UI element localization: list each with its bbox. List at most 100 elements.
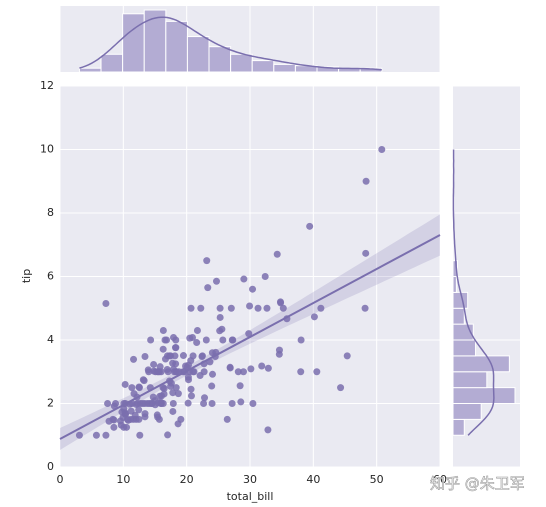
scatter-point	[204, 284, 212, 292]
scatter-point	[186, 334, 194, 342]
scatter-point	[196, 372, 204, 380]
scatter-point	[237, 398, 245, 406]
scatter-point	[297, 336, 305, 344]
histogram-bar	[452, 244, 455, 262]
scatter-point	[208, 400, 216, 407]
scatter-point	[216, 304, 224, 312]
scatter-point	[172, 344, 180, 352]
scatter-point	[172, 360, 180, 368]
scatter-point	[121, 380, 129, 388]
scatter-point	[264, 426, 272, 434]
y-tick-label: 8	[47, 206, 54, 219]
scatter-point	[104, 400, 112, 407]
scatter-point	[239, 368, 247, 376]
scatter-point	[159, 326, 167, 334]
histogram-bar	[230, 53, 253, 73]
scatter-point	[378, 146, 386, 153]
y-tick-label: 10	[40, 143, 54, 156]
histogram-bar	[251, 60, 275, 73]
scatter-point	[261, 273, 269, 280]
scatter-point	[174, 420, 182, 428]
histogram-bar	[452, 339, 477, 357]
scatter-point	[141, 413, 149, 421]
scatter-point	[92, 431, 100, 439]
scatter-point	[362, 177, 370, 185]
scatter-point	[216, 327, 224, 335]
histogram-bar	[78, 67, 102, 73]
watermark: 知乎 @朱卫军	[430, 475, 525, 493]
y-tick-label: 4	[47, 333, 54, 346]
scatter-point	[154, 368, 162, 376]
scatter-point	[134, 400, 142, 407]
scatter-point	[240, 275, 248, 283]
scatter-point	[102, 299, 110, 307]
histogram-bar	[143, 9, 167, 73]
scatter-point	[216, 313, 224, 321]
scatter-point	[155, 415, 163, 423]
scatter-point	[317, 304, 325, 312]
histogram-bar	[452, 418, 465, 436]
y-tick-label: 2	[47, 397, 54, 410]
scatter-point	[184, 399, 192, 407]
scatter-point	[148, 400, 156, 407]
scatter-point	[187, 392, 195, 400]
scatter-point	[343, 352, 351, 360]
scatter-point	[187, 304, 195, 312]
x-tick-label: 40	[306, 473, 320, 486]
scatter-point	[193, 339, 201, 347]
scatter-point	[150, 360, 158, 368]
scatter-point	[313, 368, 321, 376]
scatter-point	[249, 285, 257, 293]
scatter-point	[227, 304, 235, 312]
scatter-point	[277, 299, 285, 307]
scatter-point	[160, 390, 168, 398]
scatter-point	[174, 390, 182, 398]
scatter-point	[219, 336, 227, 344]
scatter-point	[229, 336, 237, 344]
scatter-point	[164, 368, 172, 376]
scatter-point	[172, 336, 180, 344]
scatter-point	[203, 257, 211, 265]
scatter-point	[140, 377, 148, 385]
scatter-point	[179, 352, 187, 360]
marks	[59, 9, 516, 450]
y-tick-label: 6	[47, 270, 54, 283]
scatter-point	[310, 313, 318, 321]
scatter-point	[141, 353, 149, 361]
histogram-bar	[208, 46, 232, 73]
scatter-point	[226, 363, 234, 371]
scatter-point	[247, 365, 255, 373]
scatter-point	[169, 389, 177, 397]
histogram-bar	[452, 355, 510, 373]
scatter-point	[159, 345, 167, 353]
scatter-point	[110, 423, 118, 431]
scatter-point	[249, 400, 257, 407]
histogram-bar	[273, 63, 296, 73]
x-tick-label: 60	[433, 473, 447, 486]
scatter-point	[169, 365, 177, 373]
scatter-point	[228, 400, 236, 407]
scatter-point	[297, 368, 305, 376]
scatter-point	[128, 384, 136, 392]
scatter-point	[161, 336, 169, 344]
y-tick-label: 0	[47, 460, 54, 473]
scatter-point	[275, 346, 283, 354]
scatter-point	[187, 385, 195, 393]
x-tick-label: 10	[116, 473, 130, 486]
scatter-point	[245, 330, 253, 338]
scatter-point	[264, 364, 272, 372]
scatter-point	[149, 393, 157, 401]
scatter-point	[147, 336, 155, 344]
scatter-point	[258, 362, 266, 370]
y-axis-label: tip	[20, 269, 33, 283]
scatter-point	[135, 406, 143, 414]
scatter-point	[154, 399, 162, 407]
scatter-point	[254, 304, 262, 312]
scatter-point	[263, 304, 271, 312]
scatter-point	[136, 431, 144, 439]
regression-line	[59, 234, 441, 440]
scatter-point	[208, 382, 216, 390]
x-tick-label: 0	[57, 473, 64, 486]
scatter-point	[361, 304, 369, 312]
